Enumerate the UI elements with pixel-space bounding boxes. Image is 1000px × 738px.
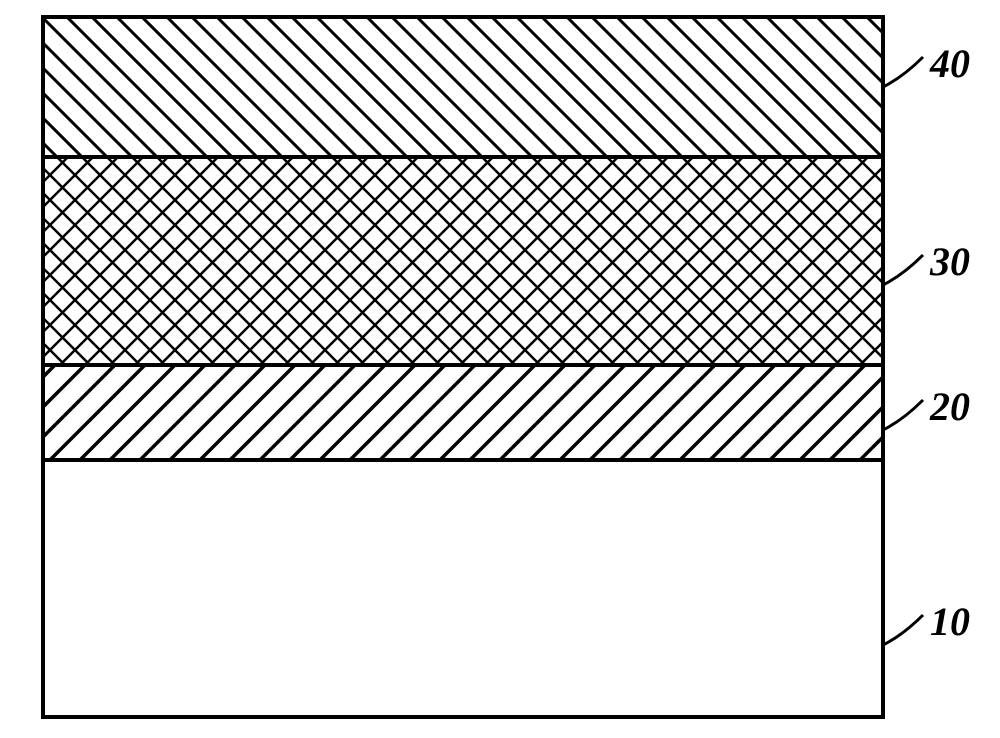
layer-label-30: 30 [930, 238, 970, 285]
layer-label-40: 40 [930, 40, 970, 87]
diagram-canvas: 40 30 20 10 [0, 0, 1000, 733]
leader-line [883, 255, 923, 285]
layer-10 [43, 460, 883, 717]
layer-label-10: 10 [930, 598, 970, 645]
leader-line [883, 57, 923, 87]
layer-label-20: 20 [930, 383, 970, 430]
leader-line [883, 400, 923, 430]
leader-line [883, 615, 923, 645]
diagram-svg [0, 0, 1000, 733]
